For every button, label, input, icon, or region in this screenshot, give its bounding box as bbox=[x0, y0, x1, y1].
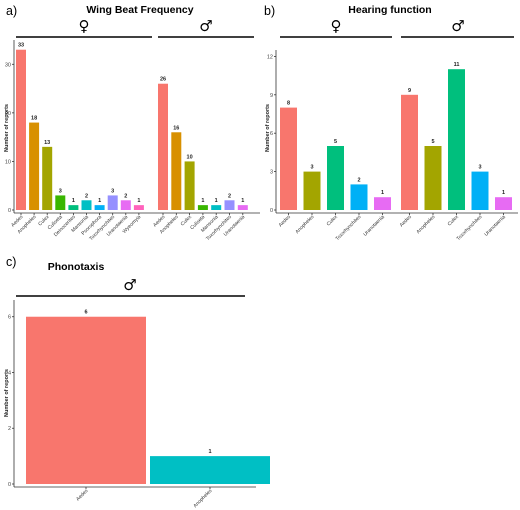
bar bbox=[197, 205, 208, 210]
bar bbox=[350, 184, 368, 210]
y-tick-label: 20 bbox=[5, 111, 11, 117]
group-sex-symbol: ♀ bbox=[331, 17, 342, 35]
x-category-label: Uranotaenia bbox=[483, 214, 507, 238]
y-tick-label: 12 bbox=[267, 54, 273, 60]
bar-value-label: 16 bbox=[173, 125, 179, 131]
bar bbox=[280, 107, 297, 210]
x-category-label: Aedes bbox=[278, 214, 293, 229]
bar-value-label: 3 bbox=[111, 188, 114, 194]
bar-value-label: 26 bbox=[160, 77, 166, 83]
bar bbox=[211, 205, 222, 210]
bar-value-label: 6 bbox=[84, 310, 87, 316]
group-sex-symbol: ♂ bbox=[451, 17, 464, 35]
group-sex-symbol: ♂ bbox=[199, 17, 212, 35]
x-category-label: Aedes bbox=[399, 214, 414, 229]
bar-value-label: 11 bbox=[454, 62, 460, 68]
y-tick-label: 9 bbox=[270, 93, 273, 99]
bar bbox=[133, 205, 144, 210]
panel-title: Wing Beat Frequency bbox=[86, 4, 193, 16]
bar-value-label: 5 bbox=[334, 139, 337, 145]
x-category-label: Culex bbox=[326, 214, 340, 228]
bar-value-label: 1 bbox=[98, 198, 101, 204]
group-sex-symbol: ♂ bbox=[123, 276, 136, 294]
bar bbox=[55, 195, 66, 210]
bar-value-label: 18 bbox=[31, 116, 37, 122]
bar bbox=[184, 161, 195, 210]
bar bbox=[68, 205, 79, 210]
x-category-label: Culex bbox=[447, 214, 461, 228]
y-tick-label: 4 bbox=[8, 370, 11, 376]
panel-label: c) bbox=[6, 255, 16, 269]
y-tick-label: 6 bbox=[270, 131, 273, 137]
panel-title: Hearing function bbox=[348, 4, 431, 16]
y-axis-label: Number of reports bbox=[265, 104, 271, 152]
x-category-label: Anopheles bbox=[294, 214, 315, 235]
bar-value-label: 3 bbox=[310, 165, 313, 171]
x-category-label: Anopheles bbox=[415, 214, 436, 235]
bar-value-label: 2 bbox=[85, 193, 88, 199]
panel-label: b) bbox=[264, 4, 275, 18]
y-tick-label: 2 bbox=[8, 426, 11, 432]
panel-label: a) bbox=[6, 4, 17, 18]
bar bbox=[374, 197, 391, 210]
bar bbox=[42, 146, 53, 210]
y-tick-label: 3 bbox=[270, 170, 273, 176]
bar-value-label: 5 bbox=[431, 139, 434, 145]
bar-value-label: 33 bbox=[18, 43, 24, 49]
bar bbox=[120, 200, 131, 210]
panel-title: Phonotaxis bbox=[48, 261, 105, 273]
bar-value-label: 1 bbox=[208, 449, 211, 455]
bar bbox=[171, 132, 182, 210]
bar-value-label: 13 bbox=[44, 140, 50, 146]
x-category-label: Anopheles bbox=[192, 488, 213, 509]
bar-value-label: 2 bbox=[228, 193, 231, 199]
x-category-label: Aedes bbox=[75, 488, 90, 503]
bar-value-label: 1 bbox=[241, 198, 244, 204]
bar-value-label: 1 bbox=[502, 190, 505, 196]
bar bbox=[29, 122, 40, 210]
bar-value-label: 1 bbox=[72, 198, 75, 204]
bar-value-label: 3 bbox=[59, 188, 62, 194]
bar bbox=[303, 171, 321, 210]
y-tick-label: 10 bbox=[5, 159, 11, 165]
bar bbox=[495, 197, 512, 210]
y-tick-label: 30 bbox=[5, 62, 11, 68]
bar bbox=[401, 94, 418, 210]
bar bbox=[107, 195, 118, 210]
bar bbox=[26, 316, 146, 484]
y-axis-label: Number of reports bbox=[4, 369, 10, 417]
y-axis-label: Number of reports bbox=[4, 104, 10, 152]
bar-value-label: 9 bbox=[408, 88, 411, 94]
y-tick-label: 0 bbox=[270, 208, 273, 214]
bar bbox=[237, 205, 248, 210]
bar-value-label: 1 bbox=[137, 198, 140, 204]
bar-value-label: 8 bbox=[287, 101, 290, 107]
bar bbox=[448, 69, 465, 210]
bar bbox=[150, 456, 270, 484]
bar bbox=[224, 200, 235, 210]
y-tick-label: 0 bbox=[8, 208, 11, 214]
bar-value-label: 1 bbox=[201, 198, 204, 204]
bar bbox=[327, 146, 344, 210]
bar-value-label: 2 bbox=[124, 193, 127, 199]
bar bbox=[81, 200, 92, 210]
bar bbox=[16, 49, 26, 210]
bar-value-label: 3 bbox=[478, 165, 481, 171]
x-category-label: Toxorhynchites bbox=[335, 214, 363, 242]
bar bbox=[94, 205, 105, 210]
bar bbox=[424, 146, 442, 210]
x-category-label: Toxorhynchites bbox=[456, 214, 484, 242]
y-tick-label: 6 bbox=[8, 315, 11, 321]
y-tick-label: 0 bbox=[8, 482, 11, 488]
group-sex-symbol: ♀ bbox=[79, 17, 90, 35]
bar-value-label: 1 bbox=[215, 198, 218, 204]
bar-value-label: 1 bbox=[381, 190, 384, 196]
bar bbox=[471, 171, 489, 210]
x-category-label: Uranotaenia bbox=[362, 214, 386, 238]
bar bbox=[158, 83, 168, 210]
bar-value-label: 10 bbox=[187, 154, 193, 160]
bar-value-label: 2 bbox=[357, 177, 360, 183]
